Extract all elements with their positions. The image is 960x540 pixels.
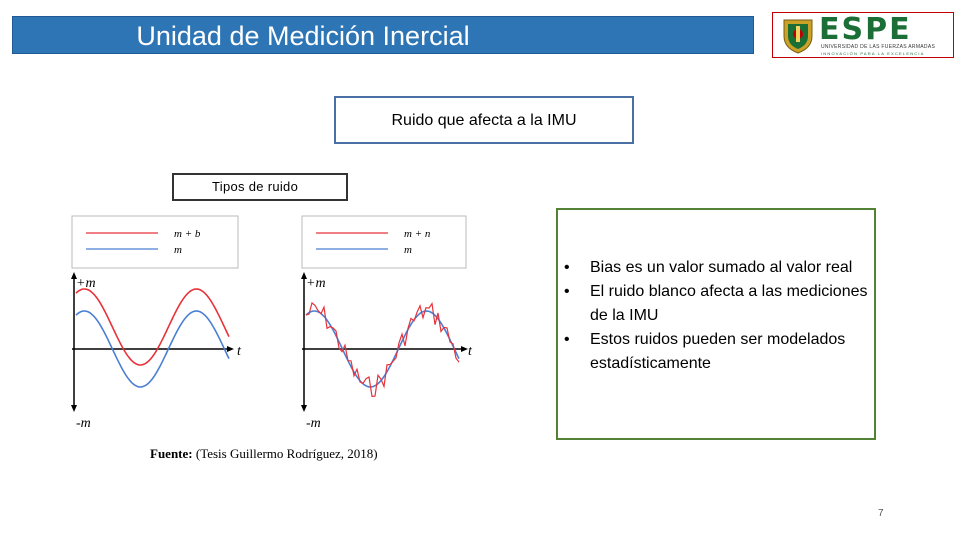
bias-figure: m + b m +m -m t xyxy=(71,215,242,431)
source-label: Fuente: xyxy=(150,446,193,461)
bullet-item: • Bias es un valor sumado al valor real xyxy=(558,256,868,280)
espe-logo: ESPE UNIVERSIDAD DE LAS FUERZAS ARMADAS … xyxy=(772,12,954,58)
source-text: (Tesis Guillermo Rodríguez, 2018) xyxy=(195,446,378,461)
white-noise-figure: m + n m +m -m t xyxy=(301,215,473,431)
slide-title: Unidad de Medición Inercial xyxy=(136,21,470,51)
bias-measured-curve xyxy=(75,288,230,366)
bullet-item: • El ruido blanco afecta a las mediciones… xyxy=(558,280,868,328)
figure-source: Fuente: (Tesis Guillermo Rodríguez, 2018… xyxy=(150,446,378,462)
bias-legend-label-true: m xyxy=(174,244,182,256)
noise-legend-label-measured: m + n xyxy=(404,228,431,240)
bias-legend-box xyxy=(71,215,239,269)
bullet-box: • Bias es un valor sumado al valor real •… xyxy=(556,208,876,440)
bias-x-label: t xyxy=(237,344,242,359)
bullet-dot-icon: • xyxy=(564,283,570,300)
bias-legend-label-measured: m + b xyxy=(174,228,201,240)
noise-measured-curve xyxy=(305,301,460,398)
noise-legend-label-true: m xyxy=(404,244,412,256)
noise-types-box: Tipos de ruido xyxy=(172,173,348,201)
bias-y-top-label: +m xyxy=(76,276,96,291)
title-bar: Unidad de Medición Inercial xyxy=(12,16,754,54)
bullet-item: • Estos ruidos pueden ser modelados estad… xyxy=(558,328,868,376)
logo-subtitle: UNIVERSIDAD DE LAS FUERZAS ARMADAS xyxy=(821,44,936,50)
bias-y-bottom-label: -m xyxy=(76,416,91,431)
logo-tagline: INNOVACIÓN PARA LA EXCELENCIA xyxy=(821,51,925,56)
noise-x-label: t xyxy=(468,344,473,359)
noise-legend-box xyxy=(301,215,467,269)
page-number: 7 xyxy=(878,508,884,519)
bullet-dot-icon: • xyxy=(564,331,570,348)
bullet-list: • Bias es un valor sumado al valor real •… xyxy=(558,256,868,376)
bias-true-curve xyxy=(75,310,230,388)
noise-y-bottom-label: -m xyxy=(306,416,321,431)
crest-icon xyxy=(783,19,813,54)
noise-title-box: Ruido que afecta a la IMU xyxy=(334,96,634,144)
noise-y-top-label: +m xyxy=(306,276,326,291)
logo-text: ESPE xyxy=(819,12,912,47)
bullet-dot-icon: • xyxy=(564,259,570,276)
